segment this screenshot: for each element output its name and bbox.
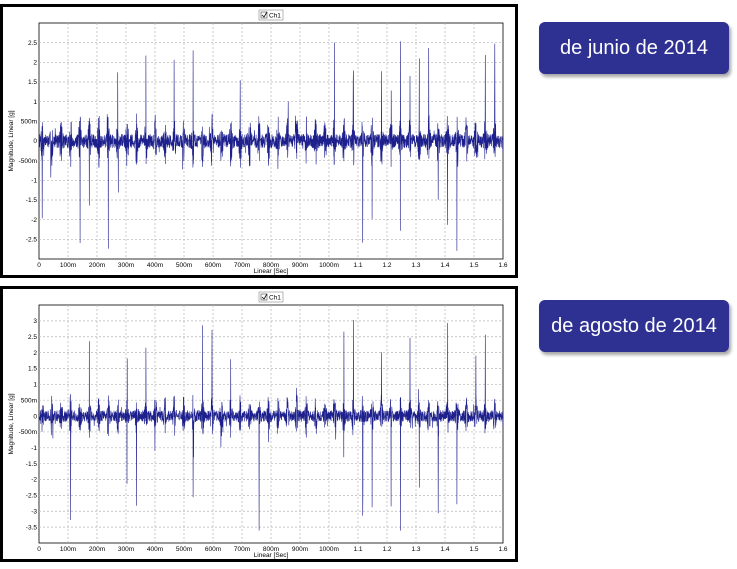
y-axis-label: Magnitude, Linear [g] — [8, 110, 15, 171]
y-tick-label: -2.5 — [26, 493, 38, 500]
x-tick-label: 700m — [234, 262, 250, 269]
y-tick-label: -2 — [31, 477, 37, 484]
y-tick-label: -2 — [31, 217, 37, 224]
x-tick-label: 500m — [176, 262, 192, 269]
x-tick-label: 200m — [89, 546, 105, 553]
x-tick-label: 300m — [118, 546, 134, 553]
signal-series-ch1 — [38, 319, 504, 531]
x-tick-label: 200m — [89, 262, 105, 269]
y-tick-label: 2.5 — [28, 334, 37, 341]
x-tick-label: 1.4 — [440, 546, 449, 553]
y-tick-label: 3 — [33, 318, 37, 325]
vibration-chart-june: 0 100m 200m 300m 400m 500m 600m 700m 800m 900m 100… — [8, 9, 508, 275]
y-tick-label: 0 — [33, 413, 37, 420]
legend-box — [258, 9, 284, 21]
x-tick-label: 500m — [176, 546, 192, 553]
y-tick-label: -2.5 — [26, 237, 38, 244]
y-tick-label: 1 — [33, 382, 37, 389]
x-tick-label: 600m — [205, 546, 221, 553]
signal-series-ch1 — [38, 41, 504, 251]
chart-frame-june: 0 100m 200m 300m 400m 500m 600m 700m 800m 900m 100… — [0, 4, 518, 278]
y-tick-label: -3.5 — [26, 524, 38, 531]
x-tick-label: 700m — [234, 546, 250, 553]
plot-area — [38, 304, 504, 544]
y-tick-label: 2 — [33, 350, 37, 357]
x-tick-label: 0 — [37, 262, 41, 269]
x-tick-label: 1.4 — [440, 262, 449, 269]
x-tick-label: 100m — [60, 262, 76, 269]
x-tick-label: 1.3 — [411, 262, 420, 269]
x-tick-label: 1.3 — [411, 546, 420, 553]
check-icon — [261, 11, 268, 18]
legend-checkbox[interactable] — [260, 293, 268, 301]
y-tick-label: -1.5 — [26, 461, 38, 468]
x-tick-label: 300m — [118, 262, 134, 269]
legend[interactable]: Ch1 — [258, 291, 284, 303]
x-tick-label: 1.2 — [382, 546, 391, 553]
date-label-august-text: de agosto de 2014 — [551, 315, 717, 337]
legend[interactable]: Ch1 — [258, 9, 284, 21]
y-tick-label: -1 — [31, 178, 37, 185]
x-tick-label: 1.5 — [469, 262, 478, 269]
x-tick-label: 800m — [263, 546, 279, 553]
x-tick-label: 0 — [37, 546, 41, 553]
legend-box — [258, 291, 284, 303]
x-tick-label: 800m — [263, 262, 279, 269]
x-tick-label: 1.5 — [469, 546, 478, 553]
y-tick-label: 1.5 — [28, 366, 37, 373]
date-label-june-text: de junio de 2014 — [560, 37, 708, 59]
x-tick-label: 1000m — [319, 546, 339, 553]
y-tick-label: 2.5 — [28, 40, 37, 47]
x-axis-label: Linear [Sec] — [254, 268, 289, 275]
x-tick-label: 100m — [60, 546, 76, 553]
y-tick-label: 500m — [21, 119, 37, 126]
y-tick-label: 500m — [21, 397, 37, 404]
legend-checkbox[interactable] — [260, 11, 268, 19]
x-tick-label: 1.1 — [353, 546, 362, 553]
x-tick-label: 1.6 — [498, 262, 507, 269]
x-tick-label: 400m — [147, 546, 163, 553]
y-tick-label: 2 — [33, 60, 37, 67]
chart-frame-august: 0 100m 200m 300m 400m 500m 600m 700m 800m 900m 100… — [0, 286, 518, 562]
x-tick-label: 1.2 — [382, 262, 391, 269]
date-label-june: de junio de 2014 — [539, 22, 729, 74]
y-tick-label: -1 — [31, 445, 37, 452]
y-tick-label: 1 — [33, 99, 37, 106]
y-tick-label: -1.5 — [26, 197, 38, 204]
x-tick-label: 1.1 — [353, 262, 362, 269]
legend-label: Ch1 — [269, 295, 281, 302]
y-tick-label: -500m — [19, 429, 37, 436]
y-tick-label: -500m — [19, 158, 37, 165]
x-tick-label: 600m — [205, 262, 221, 269]
vibration-chart-august: 0 100m 200m 300m 400m 500m 600m 700m 800m 900m 100… — [8, 291, 508, 559]
x-tick-label: 400m — [147, 262, 163, 269]
legend-label: Ch1 — [269, 13, 281, 20]
y-tick-label: 0 — [33, 138, 37, 145]
x-tick-label: 900m — [292, 546, 308, 553]
date-label-august: de agosto de 2014 — [539, 300, 729, 352]
y-axis-label: Magnitude, Linear [g] — [8, 393, 15, 454]
x-axis-label: Linear [Sec] — [254, 552, 289, 559]
x-tick-label: 1.6 — [498, 546, 507, 553]
x-tick-label: 900m — [292, 262, 308, 269]
check-icon — [261, 293, 268, 300]
y-tick-label: -3 — [31, 508, 37, 515]
y-tick-label: 1.5 — [28, 79, 37, 86]
x-tick-label: 1000m — [319, 262, 339, 269]
